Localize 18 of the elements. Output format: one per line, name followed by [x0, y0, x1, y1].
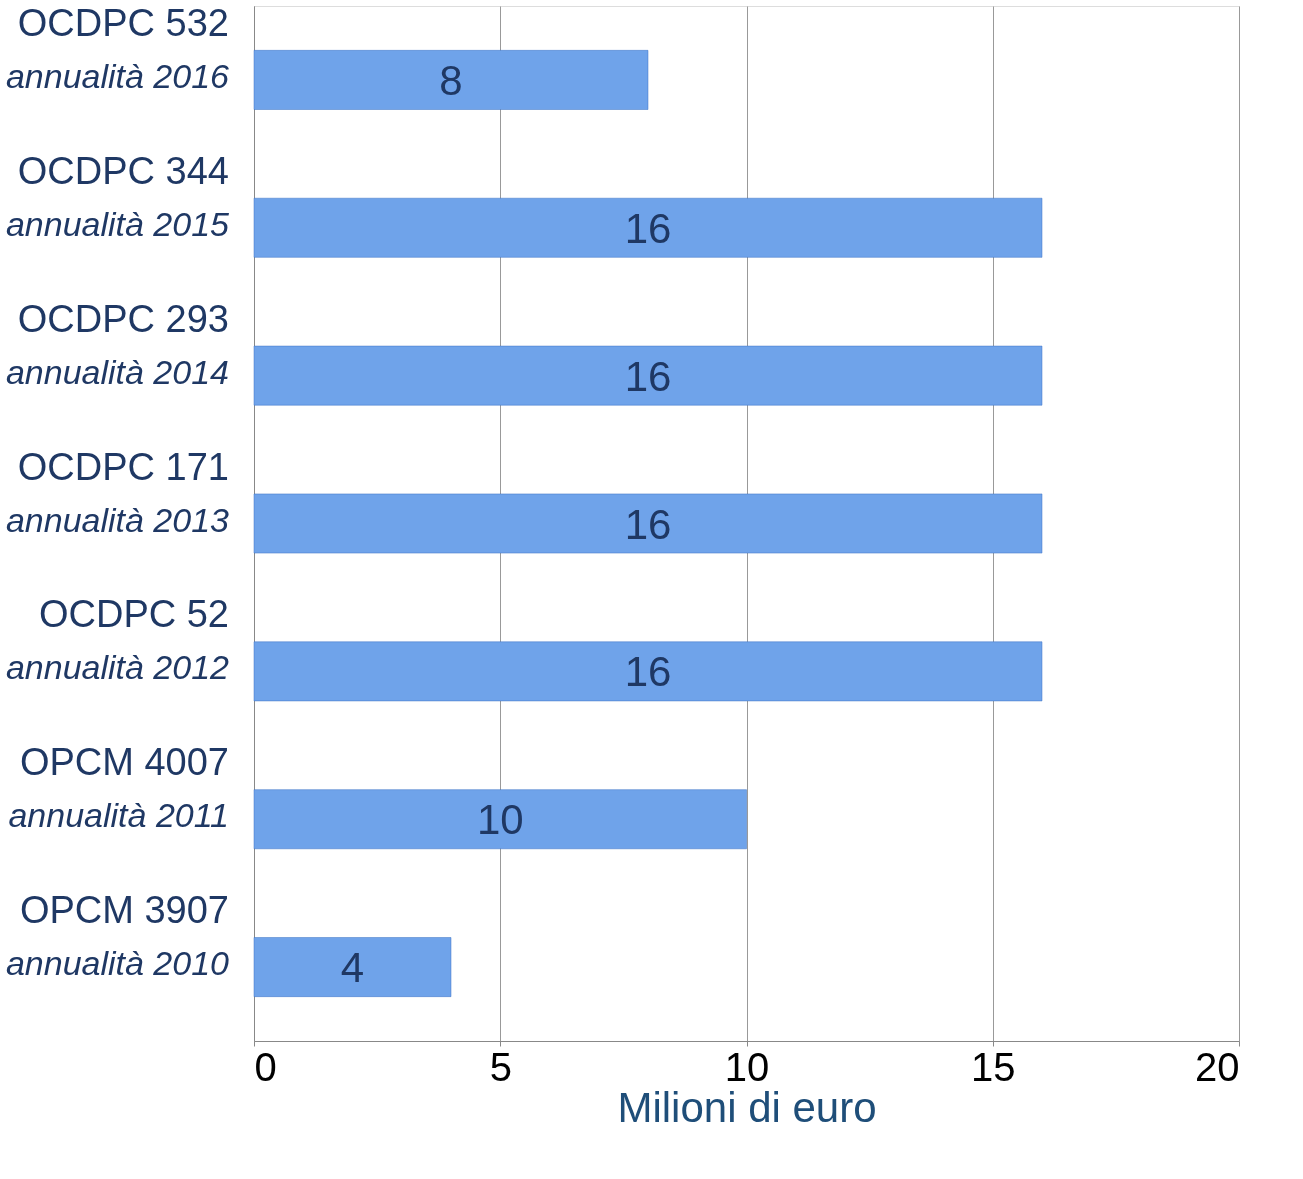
category-label: OCDPC 532 annualità 2016	[5, 1, 229, 95]
category-label: OCDPC 293 annualità 2014	[5, 297, 229, 391]
category-label: OCDPC 52 annualità 2012	[5, 593, 229, 687]
category-label: OCDPC 171 annualità 2013	[5, 445, 229, 539]
category-label: OPCM 3907 annualità 2010	[5, 889, 229, 983]
data-label: 16	[624, 204, 672, 252]
category-label: OCDPC 344 annualità 2015	[5, 149, 229, 243]
x-tick-label: 20	[1195, 1044, 1240, 1089]
x-tick-label: 5	[489, 1044, 512, 1089]
data-label: 10	[476, 796, 524, 844]
data-label: 16	[624, 352, 672, 400]
data-label: 16	[624, 500, 672, 548]
data-label: 16	[624, 648, 672, 696]
category-label: OPCM 4007 annualità 2011	[8, 741, 229, 835]
x-tick-label: 15	[971, 1044, 1016, 1089]
data-label: 8	[439, 56, 463, 104]
data-label: 4	[340, 944, 365, 992]
x-tick-label: 0	[254, 1044, 277, 1089]
